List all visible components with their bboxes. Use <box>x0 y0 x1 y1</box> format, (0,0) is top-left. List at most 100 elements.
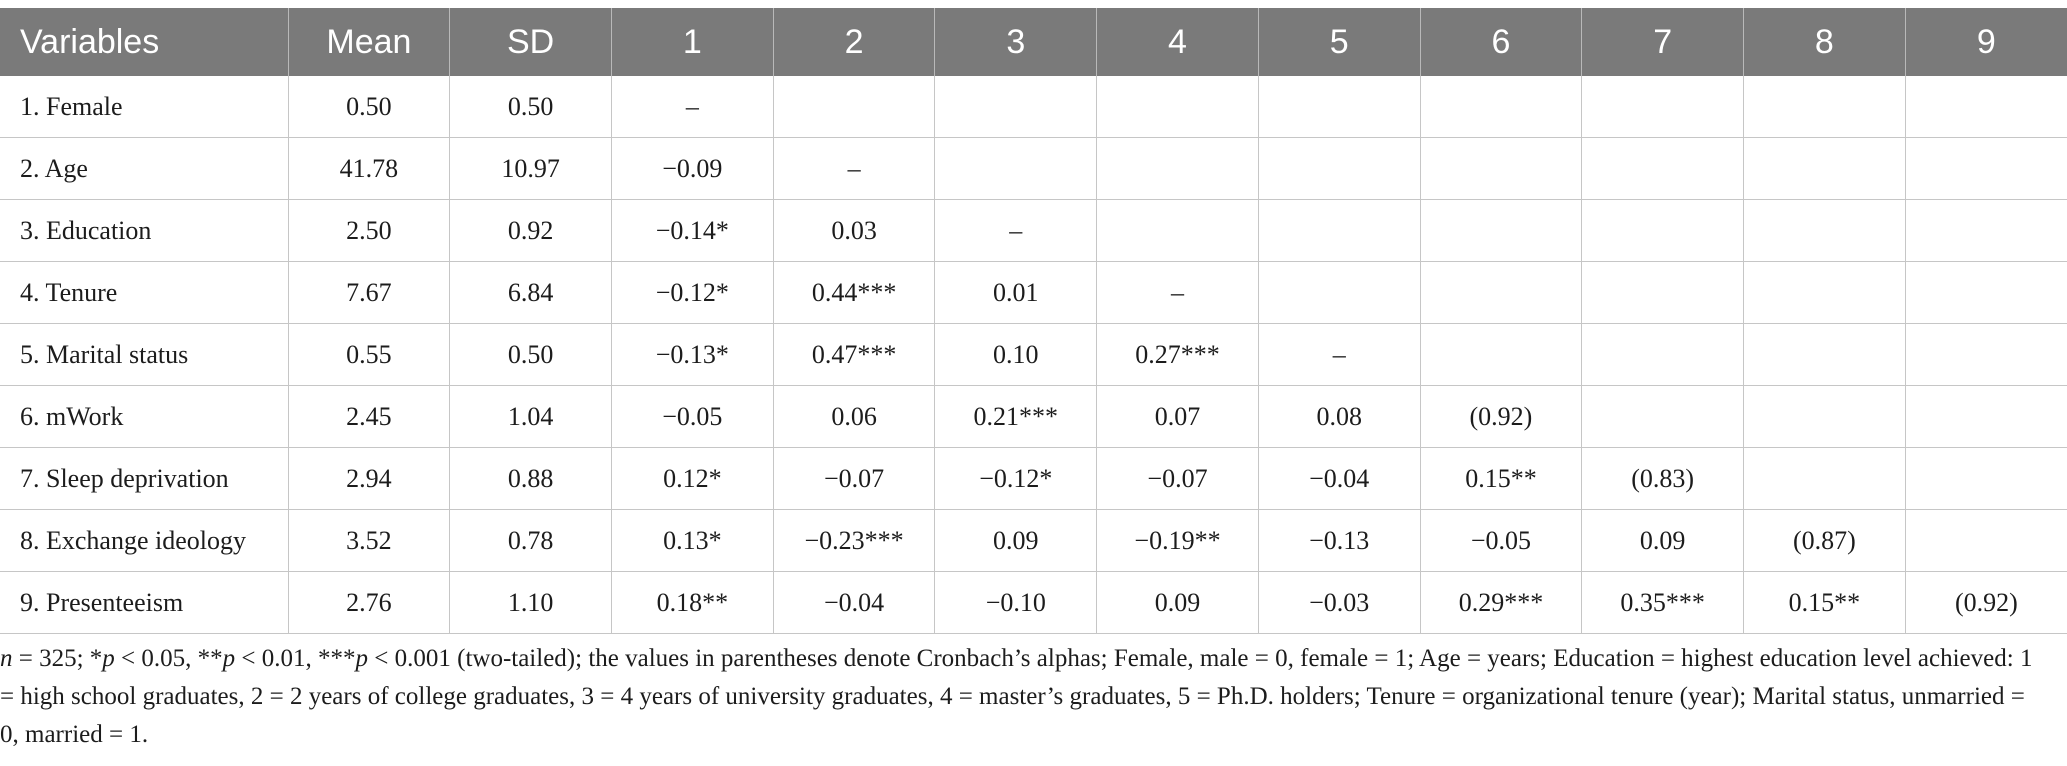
correlation-cell-9 <box>1905 76 2067 138</box>
correlation-cell-8 <box>1743 76 1906 138</box>
correlation-cell-8: 0.15** <box>1743 571 1906 634</box>
table-row: 9. Presenteeism 2.76 1.10 0.18** −0.04 −0.10 0… <box>0 571 2067 634</box>
correlation-cell-7: 0.35*** <box>1581 571 1745 634</box>
correlation-cell-3: – <box>934 199 1098 262</box>
correlation-cell-8 <box>1743 199 1906 262</box>
correlation-cell-7 <box>1581 76 1745 138</box>
correlation-table-container: Variables Mean SD 1 2 3 4 5 6 7 8 9 1. F… <box>0 8 2067 634</box>
correlation-cell-4: 0.07 <box>1096 385 1259 448</box>
variable-label: 5. Marital status <box>0 323 289 386</box>
sd-cell: 0.50 <box>449 323 612 386</box>
correlation-cell-9: (0.92) <box>1905 571 2067 634</box>
correlation-cell-7 <box>1581 385 1745 448</box>
correlation-cell-5: 0.08 <box>1258 385 1421 448</box>
correlation-cell-8 <box>1743 323 1906 386</box>
correlation-cell-7 <box>1581 137 1745 200</box>
correlation-cell-7 <box>1581 261 1745 324</box>
mean-cell: 3.52 <box>288 509 451 572</box>
correlation-cell-4 <box>1096 76 1259 138</box>
table-row: 2. Age 41.78 10.97 −0.09– <box>0 137 2067 200</box>
header-col-1: 1 <box>611 8 774 76</box>
correlation-cell-4: −0.07 <box>1096 447 1259 510</box>
correlation-cell-3: −0.10 <box>934 571 1098 634</box>
correlation-cell-3 <box>934 137 1098 200</box>
correlation-cell-3: 0.01 <box>934 261 1098 324</box>
correlation-cell-6: 0.29*** <box>1420 571 1583 634</box>
table-row: 5. Marital status 0.55 0.50 −0.13* 0.47*** 0.… <box>0 323 2067 386</box>
correlation-cell-6 <box>1420 76 1583 138</box>
correlation-cell-5: −0.13 <box>1258 509 1421 572</box>
correlation-cell-5: −0.04 <box>1258 447 1421 510</box>
correlation-cell-6: (0.92) <box>1420 385 1583 448</box>
correlation-cell-2: −0.07 <box>773 447 936 510</box>
note-text-4: < 0.001 (two-tailed); the values in pare… <box>0 645 2033 748</box>
mean-cell: 41.78 <box>288 137 451 200</box>
note-p1: p <box>102 645 115 672</box>
sd-cell: 1.04 <box>449 385 612 448</box>
header-col-6: 6 <box>1420 8 1583 76</box>
correlation-cell-2: 0.06 <box>773 385 936 448</box>
correlation-cell-6: −0.05 <box>1420 509 1583 572</box>
correlation-cell-9 <box>1905 137 2067 200</box>
correlation-cell-7: 0.09 <box>1581 509 1745 572</box>
header-col-8: 8 <box>1743 8 1906 76</box>
correlation-cell-7 <box>1581 323 1745 386</box>
header-variables: Variables <box>0 8 289 76</box>
header-col-4: 4 <box>1096 8 1259 76</box>
correlation-cell-5 <box>1258 261 1421 324</box>
header-col-3: 3 <box>934 8 1098 76</box>
mean-cell: 2.45 <box>288 385 451 448</box>
table-row: 3. Education 2.50 0.92 −0.14* 0.03– <box>0 199 2067 262</box>
correlation-cell-1: – <box>611 76 774 138</box>
table-row: 6. mWork 2.45 1.04 −0.05 0.06 0.21*** 0.07 0.08… <box>0 385 2067 448</box>
correlation-cell-1: 0.13* <box>611 509 774 572</box>
correlation-cell-6: 0.15** <box>1420 447 1583 510</box>
correlation-cell-2 <box>773 76 936 138</box>
correlation-cell-2: 0.47*** <box>773 323 936 386</box>
correlation-cell-8: (0.87) <box>1743 509 1906 572</box>
correlation-cell-1: −0.13* <box>611 323 774 386</box>
correlation-cell-5 <box>1258 137 1421 200</box>
correlation-cell-5 <box>1258 76 1421 138</box>
correlation-cell-1: 0.18** <box>611 571 774 634</box>
correlation-cell-4 <box>1096 137 1259 200</box>
mean-cell: 7.67 <box>288 261 451 324</box>
variable-label: 8. Exchange ideology <box>0 509 289 572</box>
correlation-cell-8 <box>1743 261 1906 324</box>
table-row: 8. Exchange ideology 3.52 0.78 0.13* −0.23**… <box>0 509 2067 572</box>
correlation-cell-3 <box>934 76 1098 138</box>
note-text-3: < 0.01, *** <box>235 645 356 672</box>
header-mean: Mean <box>288 8 451 76</box>
correlation-cell-9 <box>1905 447 2067 510</box>
correlation-cell-4: – <box>1096 261 1259 324</box>
sd-cell: 6.84 <box>449 261 612 324</box>
correlation-cell-4: −0.19** <box>1096 509 1259 572</box>
correlation-cell-1: −0.09 <box>611 137 774 200</box>
correlation-cell-7: (0.83) <box>1581 447 1745 510</box>
note-n: n <box>0 645 13 672</box>
variable-label: 2. Age <box>0 137 289 200</box>
correlation-cell-9 <box>1905 261 2067 324</box>
header-row: Variables Mean SD 1 2 3 4 5 6 7 8 9 <box>0 8 2067 76</box>
correlation-cell-6 <box>1420 199 1583 262</box>
mean-cell: 0.50 <box>288 76 451 138</box>
mean-cell: 2.94 <box>288 447 451 510</box>
sd-cell: 0.92 <box>449 199 612 262</box>
correlation-cell-3: 0.09 <box>934 509 1098 572</box>
table-row: 1. Female 0.50 0.50– <box>0 76 2067 138</box>
mean-cell: 2.50 <box>288 199 451 262</box>
correlation-cell-9 <box>1905 509 2067 572</box>
note-p3: p <box>355 645 369 672</box>
correlation-cell-7 <box>1581 199 1745 262</box>
correlation-cell-2: 0.44*** <box>773 261 936 324</box>
variable-label: 4. Tenure <box>0 261 289 324</box>
correlation-cell-6 <box>1420 323 1583 386</box>
correlation-cell-8 <box>1743 447 1906 510</box>
variable-label: 9. Presenteeism <box>0 571 289 634</box>
correlation-cell-3: 0.21*** <box>934 385 1098 448</box>
header-col-9: 9 <box>1905 8 2067 76</box>
variable-label: 1. Female <box>0 76 289 138</box>
correlation-cell-4: 0.09 <box>1096 571 1259 634</box>
correlation-cell-5: – <box>1258 323 1421 386</box>
note-p2: p <box>222 645 236 672</box>
